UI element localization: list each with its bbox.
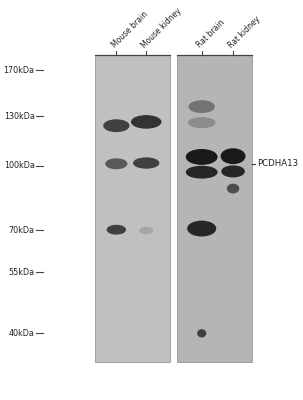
Ellipse shape bbox=[186, 150, 217, 164]
Text: Rat kidney: Rat kidney bbox=[227, 14, 262, 50]
Ellipse shape bbox=[140, 228, 152, 234]
Ellipse shape bbox=[104, 120, 129, 132]
Text: 40kDa: 40kDa bbox=[9, 329, 35, 338]
Ellipse shape bbox=[188, 221, 215, 236]
Ellipse shape bbox=[228, 184, 238, 193]
Ellipse shape bbox=[107, 226, 125, 234]
Ellipse shape bbox=[189, 101, 214, 112]
Ellipse shape bbox=[188, 118, 215, 128]
Text: PCDHA13: PCDHA13 bbox=[257, 159, 298, 168]
Text: 100kDa: 100kDa bbox=[4, 161, 35, 170]
Text: Rat brain: Rat brain bbox=[195, 18, 227, 50]
Text: Mouse kidney: Mouse kidney bbox=[140, 6, 184, 50]
Text: Mouse brain: Mouse brain bbox=[110, 10, 150, 50]
Ellipse shape bbox=[106, 159, 127, 168]
Bar bbox=[95, 55, 170, 362]
Ellipse shape bbox=[132, 116, 161, 128]
Text: 170kDa: 170kDa bbox=[4, 66, 35, 75]
Text: 55kDa: 55kDa bbox=[8, 268, 35, 277]
Text: 70kDa: 70kDa bbox=[8, 226, 35, 235]
Ellipse shape bbox=[198, 330, 205, 337]
Ellipse shape bbox=[221, 149, 245, 164]
Ellipse shape bbox=[186, 166, 217, 178]
Bar bbox=[177, 55, 252, 362]
Ellipse shape bbox=[222, 166, 244, 177]
Text: 130kDa: 130kDa bbox=[4, 112, 35, 121]
Ellipse shape bbox=[134, 158, 159, 168]
